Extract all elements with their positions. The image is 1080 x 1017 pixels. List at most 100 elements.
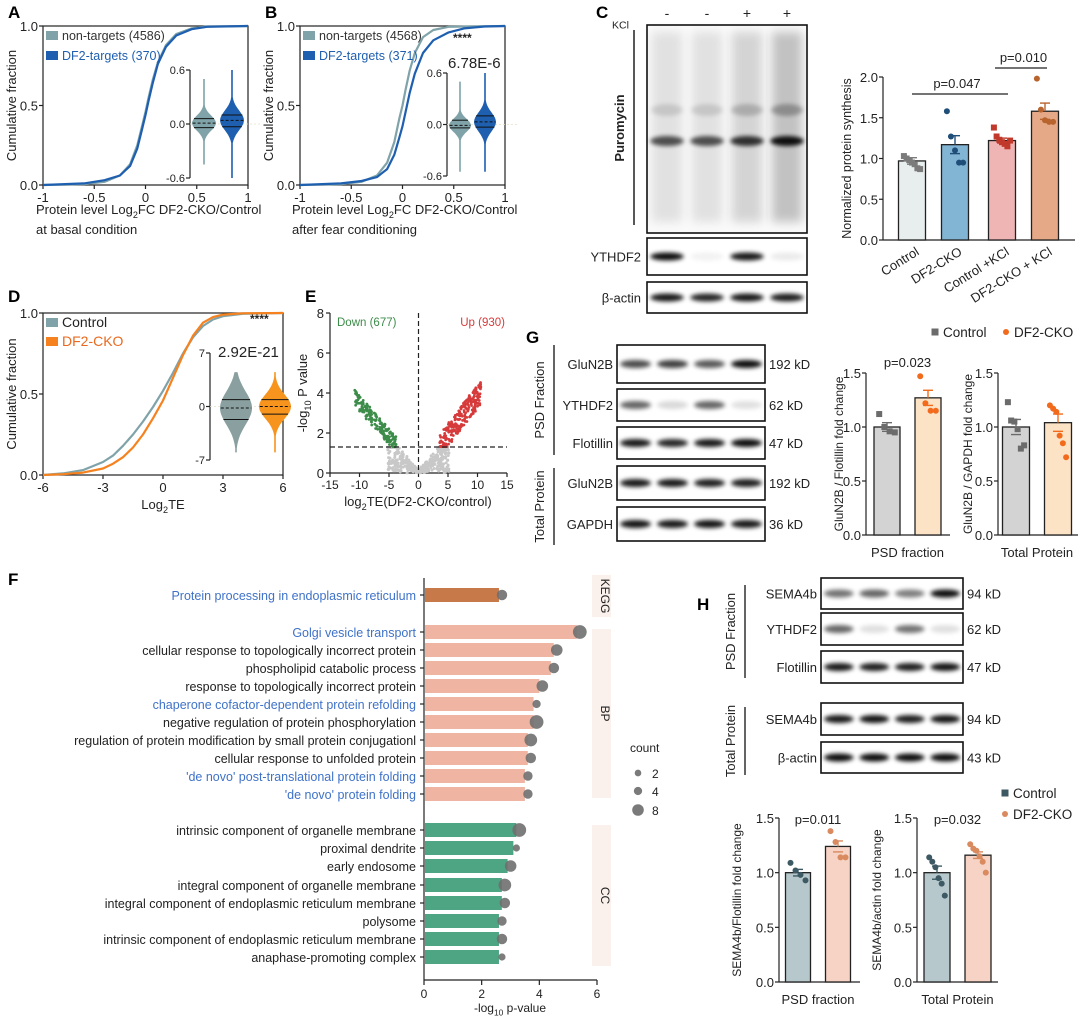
up-point [463, 417, 467, 421]
size-legend-dot [634, 769, 642, 777]
g-row-1-frame [616, 388, 766, 422]
g-row-2-band [730, 439, 763, 447]
up-point [454, 422, 457, 426]
blot-row-label: Flotillin [777, 660, 817, 675]
h-row-3-frame [820, 702, 964, 736]
legend-swatch [46, 318, 58, 327]
up-point [467, 396, 471, 399]
count-dot [524, 733, 538, 747]
up-point [479, 387, 482, 391]
down-point [391, 433, 395, 437]
x-axis-label: PSD fraction [871, 545, 944, 560]
count-dot [550, 644, 563, 656]
legend-label: DF2-targets (371) [319, 49, 418, 63]
y-tick-label: 1.0 [277, 19, 295, 34]
h-row-0-band [930, 589, 961, 598]
enrichment-bar [425, 896, 502, 910]
x-tick-label: 0 [142, 190, 149, 205]
ns-point [401, 465, 405, 469]
panel-label-D: D [8, 287, 20, 306]
data-point [947, 133, 954, 140]
cdf-line-Control [42, 311, 284, 477]
ns-point [391, 461, 395, 465]
term-label: intrinsic component of endoplasmic retic… [103, 933, 416, 947]
x-axis-label-post: TE(DF2-CKO/control) [367, 494, 492, 509]
data-point [802, 877, 809, 884]
enrichment-bar [425, 733, 528, 747]
x-tick-label: 1 [244, 190, 251, 205]
lane-sign: - [665, 5, 670, 21]
up-point [444, 437, 448, 441]
c-row-0-band [770, 252, 804, 261]
ns-point [431, 464, 435, 468]
h-row-1-band [930, 625, 961, 633]
y-tick-label: 2.0 [860, 70, 878, 85]
cdf-line-DF2-targets [42, 24, 249, 187]
y-tick-label: 0.0 [756, 975, 774, 990]
puromycin-band [731, 104, 763, 116]
count-dot [498, 878, 512, 892]
ns-point [429, 457, 433, 461]
ns-point [411, 464, 415, 468]
term-label: cellular response to unfolded protein [214, 752, 416, 766]
term-label: phospholipid catabolic process [246, 662, 416, 676]
enrichment-bar [425, 588, 499, 602]
g-row-4-band [730, 520, 763, 528]
y-tick-label: 0.0 [975, 528, 993, 543]
facet-strip [592, 575, 611, 617]
molecular-weight-label: 192 kD [769, 357, 810, 372]
data-point [917, 373, 924, 380]
count-dot [532, 699, 541, 709]
data-point [932, 864, 939, 871]
panel-label-B: B [265, 3, 277, 22]
data-point [891, 429, 898, 436]
term-label: regulation of protein modification by sm… [74, 734, 416, 748]
y-axis-label: SEMA4b/actin fold change [870, 829, 884, 971]
count-dot [498, 953, 506, 961]
puromycin-frame [646, 24, 808, 234]
facet-label-bp: BP [598, 705, 612, 721]
bar [923, 872, 951, 983]
ns-point [446, 448, 450, 452]
x-axis-label-pre: Protein level Log [292, 202, 389, 217]
puromycin-label: Puromycin [612, 94, 627, 161]
y-axis-label: -log10 P value [295, 354, 313, 433]
x-tick-label: 10 [471, 478, 485, 492]
enrichment-bar [425, 859, 508, 873]
molecular-weight-label: 94 kD [967, 587, 1001, 602]
down-point [360, 407, 364, 410]
g-row-0-band [693, 360, 726, 368]
up-point [443, 444, 446, 448]
up-point [473, 398, 477, 402]
ns-point [396, 465, 400, 469]
legend-swatch [303, 31, 315, 40]
g-row-1-band [730, 401, 763, 409]
facet-strip [592, 629, 611, 798]
molecular-weight-label: 62 kD [769, 398, 803, 413]
y-tick-label: 0.0 [894, 975, 912, 990]
down-point [378, 422, 382, 426]
puromycin-band [770, 136, 804, 146]
count-dot [512, 844, 520, 852]
bar [914, 397, 942, 536]
enrichment-bar [425, 787, 525, 801]
data-point [1037, 106, 1044, 113]
x-tick-label: 5 [445, 478, 452, 492]
up-point [475, 390, 479, 394]
term-label: integral component of organelle membrane [178, 879, 416, 893]
x-tick-label: 0.5 [188, 190, 206, 205]
down-point [354, 392, 358, 396]
down-point [378, 417, 382, 421]
y-axis-label-post: P value [295, 354, 310, 401]
blot-row-label: β-actin [778, 751, 817, 766]
g-row-1-band [619, 401, 652, 409]
panel-label-G: G [526, 328, 539, 347]
blot-row-label: YTHDF2 [590, 250, 641, 265]
y-tick-label: 1.0 [756, 866, 774, 881]
blot-row-label: β-actin [602, 291, 641, 306]
down-point [387, 427, 391, 431]
ns-point [400, 450, 404, 454]
up-point [463, 413, 467, 417]
count-dot [499, 897, 511, 909]
enrichment-bar [425, 769, 525, 783]
